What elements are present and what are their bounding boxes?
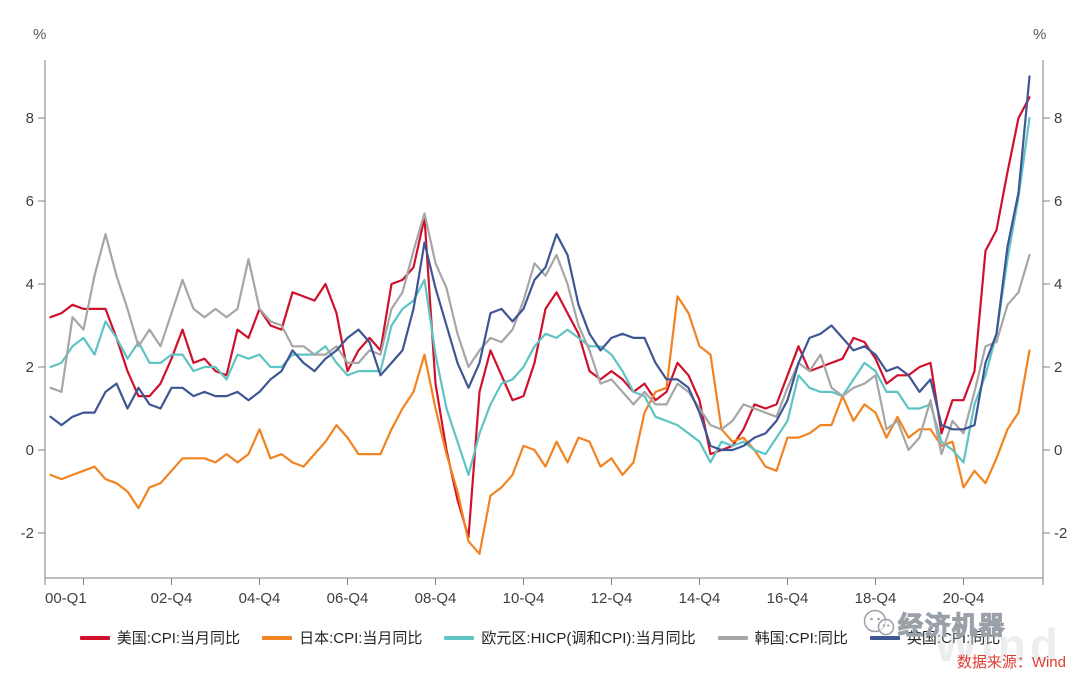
- chart-line-ea: [49, 116, 1031, 476]
- wechat-icon: [863, 609, 895, 636]
- chart-line-us: [49, 96, 1031, 539]
- x-tick-label: 20-Q4: [943, 590, 985, 607]
- y-tick-label-left: 2: [26, 359, 34, 376]
- legend-label-japan: 日本:CPI:当月同比: [299, 630, 423, 647]
- y-tick-label-left: 8: [26, 110, 34, 127]
- us-line-swatch: [79, 635, 110, 640]
- chart-line-kr: [49, 212, 1031, 456]
- y-tick-label-right: 8: [1054, 110, 1062, 127]
- japan-line-swatch: [262, 635, 293, 640]
- x-tick-label: 10-Q4: [503, 590, 545, 607]
- watermark-text: 经济机器: [897, 611, 1007, 640]
- legend-item-eurozone[interactable]: 欧元区:HICP(调和CPI):当月同比: [444, 627, 696, 648]
- x-tick-label: 12-Q4: [591, 590, 633, 607]
- eurozone-line-swatch: [444, 635, 475, 640]
- y-tick-label-left: 0: [26, 442, 34, 459]
- legend-item-korea[interactable]: 韩国:CPI:同比: [717, 627, 848, 648]
- x-tick-label: 14-Q4: [679, 590, 721, 607]
- legend-label-eurozone: 欧元区:HICP(调和CPI):当月同比: [481, 630, 696, 647]
- legend-item-japan[interactable]: 日本:CPI:当月同比: [262, 627, 422, 648]
- legend-item-uk[interactable]: 英国:CPI:同比: [869, 627, 1001, 648]
- y-axis-unit-left: %: [33, 26, 47, 43]
- wechat-watermark: 经济机器: [862, 606, 1006, 642]
- chart-line-uk: [49, 75, 1031, 452]
- data-source-credit: 数据来源：Wind: [956, 654, 1066, 671]
- y-tick-label-right: 6: [1054, 193, 1062, 210]
- x-tick-label: 00-Q1: [45, 590, 87, 607]
- x-tick-label: 06-Q4: [327, 590, 369, 607]
- chart-legend: 美国:CPI:当月同比 日本:CPI:当月同比 欧元区:HICP(调和CPI):…: [45, 627, 1035, 648]
- korea-line-swatch: [717, 635, 748, 640]
- wind-brand-watermark: Wind: [934, 619, 1062, 671]
- y-tick-label-right: -2: [1054, 525, 1067, 542]
- y-tick-label-left: 6: [26, 193, 34, 210]
- y-axis-unit-right: %: [1033, 26, 1047, 43]
- x-tick-label: 18-Q4: [855, 590, 897, 607]
- legend-label-us: 美国:CPI:当月同比: [116, 630, 241, 647]
- legend-item-us[interactable]: 美国:CPI:当月同比: [79, 627, 241, 648]
- x-tick-label: 02-Q4: [151, 590, 193, 607]
- y-tick-label-left: 4: [26, 276, 34, 293]
- chart-line-jp: [49, 295, 1031, 555]
- x-tick-label: 08-Q4: [415, 590, 457, 607]
- x-tick-label: 16-Q4: [767, 590, 809, 607]
- uk-line-swatch: [869, 635, 900, 640]
- legend-label-korea: 韩国:CPI:同比: [754, 630, 848, 647]
- y-tick-label-right: 4: [1054, 276, 1062, 293]
- y-tick-label-right: 0: [1054, 442, 1062, 459]
- y-tick-label-right: 2: [1054, 359, 1062, 376]
- legend-label-uk: 英国:CPI:同比: [906, 630, 1001, 647]
- x-tick-label: 04-Q4: [239, 590, 281, 607]
- y-tick-label-left: -2: [21, 525, 34, 542]
